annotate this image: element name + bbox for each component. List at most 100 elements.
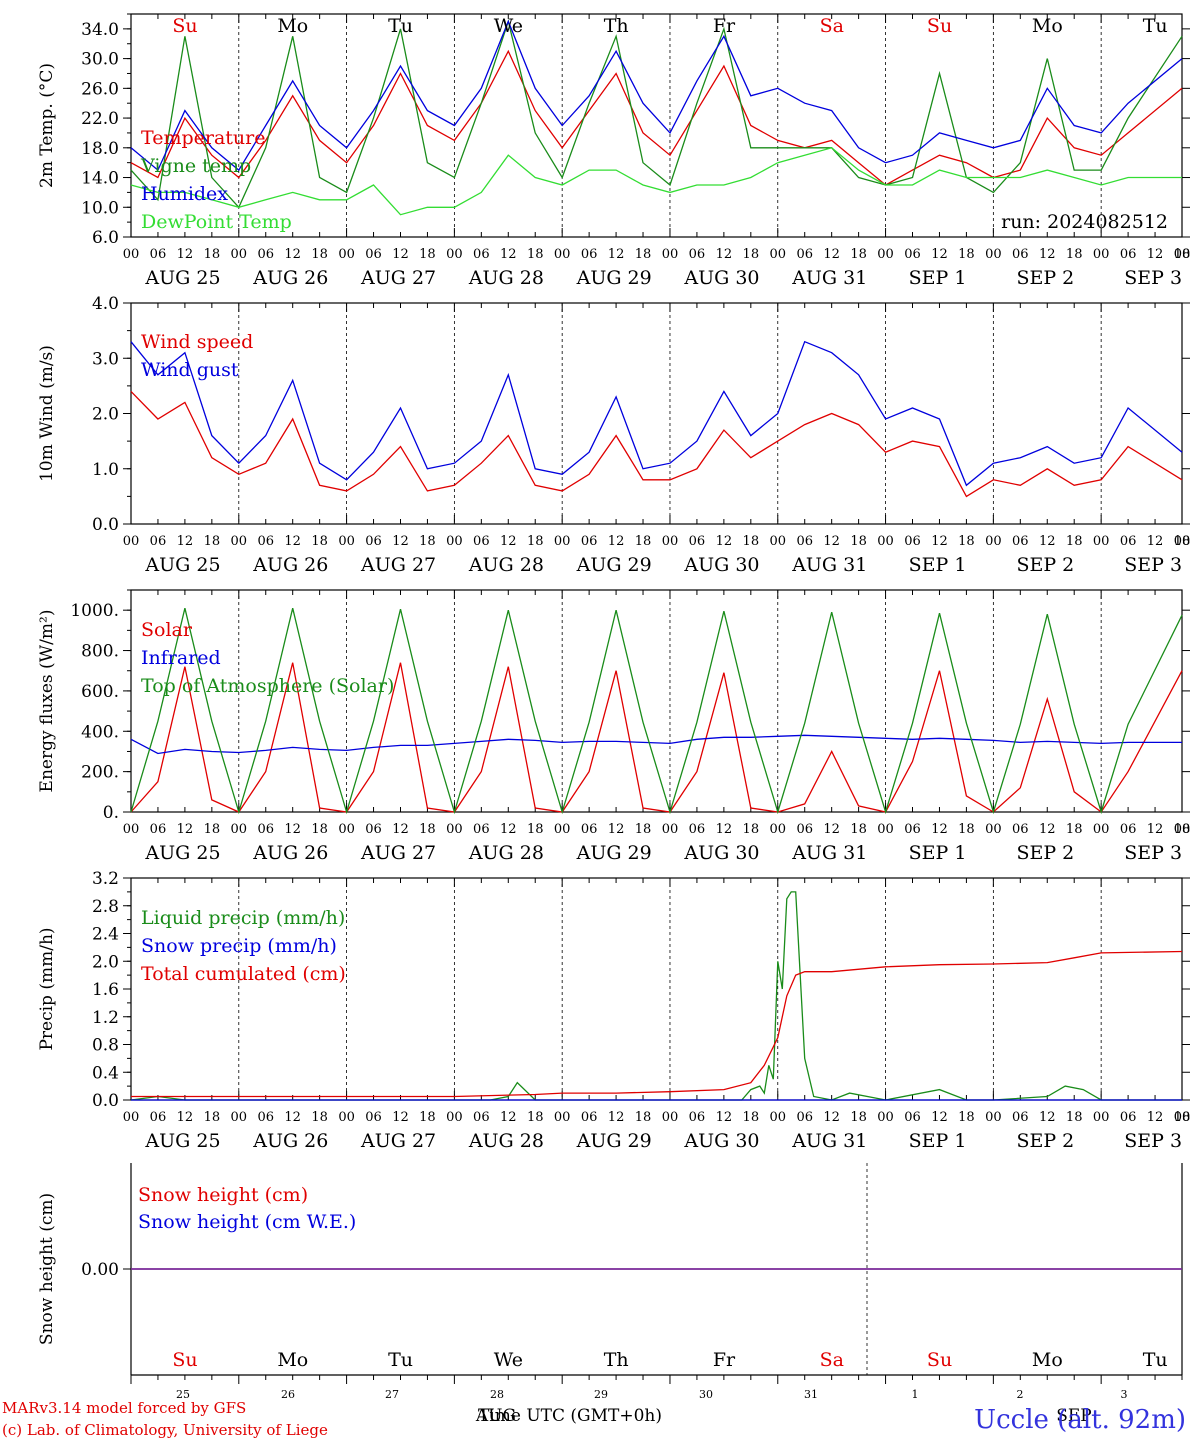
hour-tick-label: 12: [931, 1110, 948, 1125]
hour-tick-label: 06: [365, 822, 382, 837]
series-group: [130, 19, 1183, 216]
plot-frame: [130, 302, 1183, 525]
hour-tick-label: 18: [1174, 822, 1191, 837]
hour-tick-label: 00: [338, 1110, 355, 1125]
hour-tick-label: 06: [1120, 822, 1137, 837]
weekday-label: Fr: [713, 1349, 736, 1371]
date-label: AUG 28: [468, 842, 544, 864]
hour-tick-label: 00: [123, 1110, 140, 1125]
y-tick-label: 2.0: [92, 405, 119, 425]
footer-day-1: 1: [912, 1388, 919, 1401]
hour-tick-label: 06: [473, 1110, 490, 1125]
weekday-label: Mo: [1032, 15, 1063, 37]
series-group: [130, 340, 1183, 498]
y-tick-label: 400.: [81, 722, 119, 742]
y-tick-label: 4.0: [92, 294, 119, 314]
series-line-red: [130, 390, 1183, 498]
hour-tick-label: 18: [635, 534, 652, 549]
weekday-label: Mo: [277, 15, 308, 37]
date-label: AUG 26: [252, 842, 328, 864]
footer-aug: AUG: [475, 1406, 516, 1426]
hour-tick-label: 12: [823, 247, 840, 262]
hour-tick-label: 06: [581, 1110, 598, 1125]
y-tick-label: 30.0: [81, 50, 119, 70]
hour-tick-label: 18: [1066, 247, 1083, 262]
hour-tick-label: 18: [958, 822, 975, 837]
hour-tick-label: 00: [662, 1110, 679, 1125]
hour-tick-label: 06: [257, 534, 274, 549]
hour-tick-label: 12: [823, 1110, 840, 1125]
y-tick-label: 3.0: [92, 349, 119, 369]
y-tick-label: 0.00: [81, 1260, 119, 1280]
hour-tick-label: 12: [284, 534, 301, 549]
hour-tick-label: 00: [985, 1110, 1002, 1125]
hour-tick-label: 00: [231, 822, 248, 837]
series-line-red: [131, 950, 1183, 1098]
date-label: SEP 3: [1124, 842, 1182, 864]
hour-tick-label: 00: [1093, 534, 1110, 549]
hour-tick-label: 06: [1120, 247, 1137, 262]
hour-tick-label: 06: [904, 247, 921, 262]
hour-tick-label: 06: [689, 247, 706, 262]
date-label: AUG 26: [252, 1130, 328, 1152]
hour-tick-label: 12: [500, 534, 517, 549]
hour-tick-label: 12: [931, 822, 948, 837]
hour-tick-label: 18: [850, 1110, 867, 1125]
hour-tick-label: 12: [1039, 534, 1056, 549]
date-label: AUG 29: [576, 1130, 652, 1152]
hour-tick-label: 06: [257, 1110, 274, 1125]
date-label: AUG 28: [468, 554, 544, 576]
hour-tick-label: 12: [1039, 1110, 1056, 1125]
series-line-red: [130, 662, 1183, 813]
weekday-label: We: [494, 15, 523, 37]
hour-tick-label: 00: [877, 822, 894, 837]
y-tick-label: 800.: [81, 642, 119, 662]
time-axis-label: Time UTC (GMT+0h): [478, 1406, 662, 1426]
hour-tick-label: 12: [284, 247, 301, 262]
hour-tick-label: 12: [1147, 534, 1164, 549]
hour-tick-label: 00: [446, 534, 463, 549]
weekday-label: Th: [604, 15, 629, 37]
hour-tick-label: 12: [716, 534, 733, 549]
hour-tick-label: 18: [527, 1110, 544, 1125]
legend-entry: Wind gust: [141, 359, 239, 381]
legend-entry: Vigne temp: [140, 155, 251, 177]
weekday-label: Mo: [1032, 1349, 1063, 1371]
hour-tick-label: 12: [392, 534, 409, 549]
hour-tick-label: 06: [150, 1110, 167, 1125]
series-line-lightgreen: [130, 147, 1182, 216]
hour-tick-label: 06: [689, 1110, 706, 1125]
hour-tick-label: 00: [554, 534, 571, 549]
date-label: SEP 1: [909, 842, 967, 864]
hour-tick-label: 12: [500, 1110, 517, 1125]
date-label: SEP 3: [1124, 554, 1182, 576]
hour-tick-label: 00: [769, 1110, 786, 1125]
weekday-label: Su: [927, 1349, 952, 1371]
hour-tick-label: 06: [150, 534, 167, 549]
hour-tick-label: 06: [365, 1110, 382, 1125]
hour-tick-label: 18: [1066, 822, 1083, 837]
date-label: AUG 30: [683, 554, 759, 576]
hour-tick-label: 12: [1147, 247, 1164, 262]
hour-tick-label: 06: [257, 247, 274, 262]
hour-tick-label: 00: [1174, 822, 1191, 837]
hour-tick-label: 18: [419, 247, 436, 262]
hour-tick-label: 06: [796, 247, 813, 262]
y-tick-label: 14.0: [81, 169, 119, 189]
series-line-green: [130, 608, 1183, 815]
hour-tick-label: 18: [204, 1110, 221, 1125]
hour-tick-label: 12: [500, 247, 517, 262]
hour-tick-label: 06: [1012, 247, 1029, 262]
y-axis-label: Snow height (cm): [37, 1193, 57, 1345]
hour-tick-label: 00: [769, 247, 786, 262]
y-tick-label: 2.8: [92, 897, 119, 917]
date-label: SEP 3: [1124, 267, 1182, 289]
hour-tick-label: 00: [769, 534, 786, 549]
weekday-label: Tu: [1143, 15, 1168, 37]
legend-entry: Infrared: [141, 647, 221, 669]
hour-tick-label: 12: [608, 1110, 625, 1125]
hour-tick-label: 00: [985, 247, 1002, 262]
date-label: AUG 31: [791, 267, 867, 289]
footer-day-25: 25: [176, 1388, 190, 1401]
